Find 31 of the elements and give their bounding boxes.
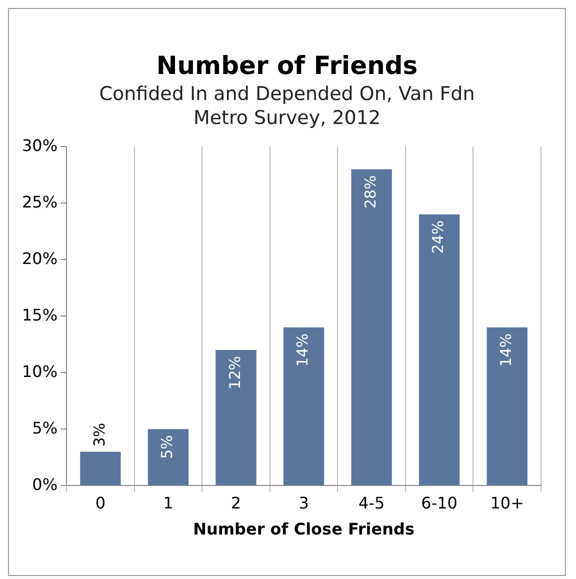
x-tick-label: 10+	[490, 493, 524, 512]
data-label: 3%	[90, 422, 108, 447]
bar	[80, 452, 121, 486]
chart-title: Number of Friends	[155, 51, 419, 80]
x-tick-label: 6-10	[421, 493, 458, 512]
data-label: 12%	[226, 356, 244, 390]
x-tick-label: 1	[163, 493, 174, 512]
bar	[216, 350, 256, 486]
x-tick-label: 3	[298, 493, 309, 512]
data-label: 14%	[294, 333, 312, 367]
y-tick-label: 30%	[22, 136, 58, 155]
y-tick-label: 10%	[22, 362, 58, 381]
bar	[148, 429, 189, 486]
x-tick-label: 2	[230, 493, 242, 512]
x-tick-label: 4-5	[358, 493, 385, 512]
bar	[283, 327, 324, 486]
bar	[419, 214, 460, 486]
y-tick-label: 15%	[22, 305, 58, 324]
x-tick-label: 0	[95, 493, 106, 512]
y-tick-label: 0%	[32, 474, 58, 494]
data-label: 28%	[361, 175, 380, 209]
x-axis-title: Number of Close Friends	[193, 520, 414, 539]
data-label: 14%	[497, 333, 515, 367]
y-tick-label: 20%	[22, 248, 58, 268]
bar	[486, 327, 528, 486]
y-tick-label: 25%	[22, 192, 58, 212]
data-label: 24%	[429, 220, 448, 254]
chart-subtitle: Confided In and Depended On, Van Fdn Metro Survey, 2012	[98, 82, 476, 130]
bar	[351, 169, 392, 486]
y-tick-label: 5%	[32, 418, 58, 438]
data-label: 5%	[158, 435, 176, 459]
